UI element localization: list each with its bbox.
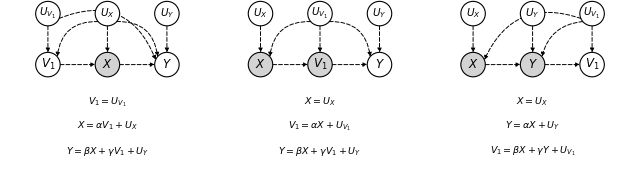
Text: $V_1$: $V_1$ — [585, 57, 599, 72]
FancyArrowPatch shape — [273, 63, 307, 66]
Ellipse shape — [95, 1, 120, 26]
Text: $Y$: $Y$ — [162, 58, 172, 71]
Ellipse shape — [248, 1, 273, 26]
FancyArrowPatch shape — [269, 22, 310, 56]
FancyArrowPatch shape — [485, 63, 519, 66]
Text: $Y = \beta X + \gamma V_1 + U_Y$: $Y = \beta X + \gamma V_1 + U_Y$ — [66, 144, 149, 157]
Text: $U_X$: $U_X$ — [100, 7, 115, 21]
FancyArrowPatch shape — [106, 26, 109, 51]
Text: $V_1 = \beta X + \gamma Y + U_{V_1}$: $V_1 = \beta X + \gamma Y + U_{V_1}$ — [490, 144, 575, 158]
Text: $U_Y$: $U_Y$ — [159, 7, 174, 21]
FancyArrowPatch shape — [472, 26, 475, 51]
Text: $U_{V_1}$: $U_{V_1}$ — [584, 6, 601, 21]
FancyArrowPatch shape — [318, 26, 322, 51]
Text: $U_X$: $U_X$ — [466, 7, 481, 21]
FancyArrowPatch shape — [484, 12, 581, 59]
Text: $V_1 = \alpha X + U_{V_1}$: $V_1 = \alpha X + U_{V_1}$ — [289, 120, 351, 133]
FancyArrowPatch shape — [330, 22, 371, 56]
Ellipse shape — [36, 52, 60, 77]
Text: $Y = \alpha X + U_Y$: $Y = \alpha X + U_Y$ — [505, 120, 560, 132]
Text: $V_1$: $V_1$ — [313, 57, 327, 72]
FancyArrowPatch shape — [531, 26, 534, 51]
Text: $Y = \beta X + \gamma V_1 + U_Y$: $Y = \beta X + \gamma V_1 + U_Y$ — [278, 144, 362, 157]
Ellipse shape — [520, 1, 545, 26]
FancyArrowPatch shape — [120, 63, 154, 66]
FancyArrowPatch shape — [116, 22, 159, 56]
Text: $U_{V_1}$: $U_{V_1}$ — [39, 6, 56, 21]
Text: $V_1 = U_{V_1}$: $V_1 = U_{V_1}$ — [88, 95, 127, 109]
FancyArrowPatch shape — [60, 63, 94, 66]
Text: $U_Y$: $U_Y$ — [372, 7, 387, 21]
Ellipse shape — [155, 1, 179, 26]
FancyArrowPatch shape — [541, 22, 583, 56]
Text: $Y$: $Y$ — [374, 58, 385, 71]
FancyArrowPatch shape — [378, 26, 381, 51]
Text: $Y$: $Y$ — [527, 58, 538, 71]
Ellipse shape — [367, 52, 392, 77]
Text: $X$: $X$ — [468, 58, 479, 71]
FancyArrowPatch shape — [332, 63, 366, 66]
Text: $X = U_X$: $X = U_X$ — [304, 95, 336, 108]
Text: $X = \alpha V_1 + U_X$: $X = \alpha V_1 + U_X$ — [77, 120, 138, 132]
Ellipse shape — [580, 1, 604, 26]
Text: $X$: $X$ — [255, 58, 266, 71]
Ellipse shape — [95, 52, 120, 77]
Ellipse shape — [461, 1, 485, 26]
Text: $X$: $X$ — [102, 58, 113, 71]
Text: $V_1$: $V_1$ — [41, 57, 55, 72]
Text: $U_X$: $U_X$ — [253, 7, 268, 21]
FancyArrowPatch shape — [545, 63, 579, 66]
Ellipse shape — [367, 1, 392, 26]
FancyArrowPatch shape — [259, 26, 262, 51]
Ellipse shape — [461, 52, 485, 77]
FancyArrowPatch shape — [56, 22, 98, 56]
Ellipse shape — [520, 52, 545, 77]
Ellipse shape — [580, 52, 604, 77]
Text: $U_Y$: $U_Y$ — [525, 7, 540, 21]
Ellipse shape — [155, 52, 179, 77]
FancyArrowPatch shape — [59, 11, 156, 59]
FancyArrowPatch shape — [591, 26, 594, 51]
Ellipse shape — [308, 52, 332, 77]
Ellipse shape — [308, 1, 332, 26]
Ellipse shape — [36, 1, 60, 26]
FancyArrowPatch shape — [165, 26, 168, 51]
Text: $X = U_X$: $X = U_X$ — [516, 95, 548, 108]
Text: $U_{V_1}$: $U_{V_1}$ — [311, 6, 329, 21]
Ellipse shape — [248, 52, 273, 77]
FancyArrowPatch shape — [46, 26, 49, 51]
